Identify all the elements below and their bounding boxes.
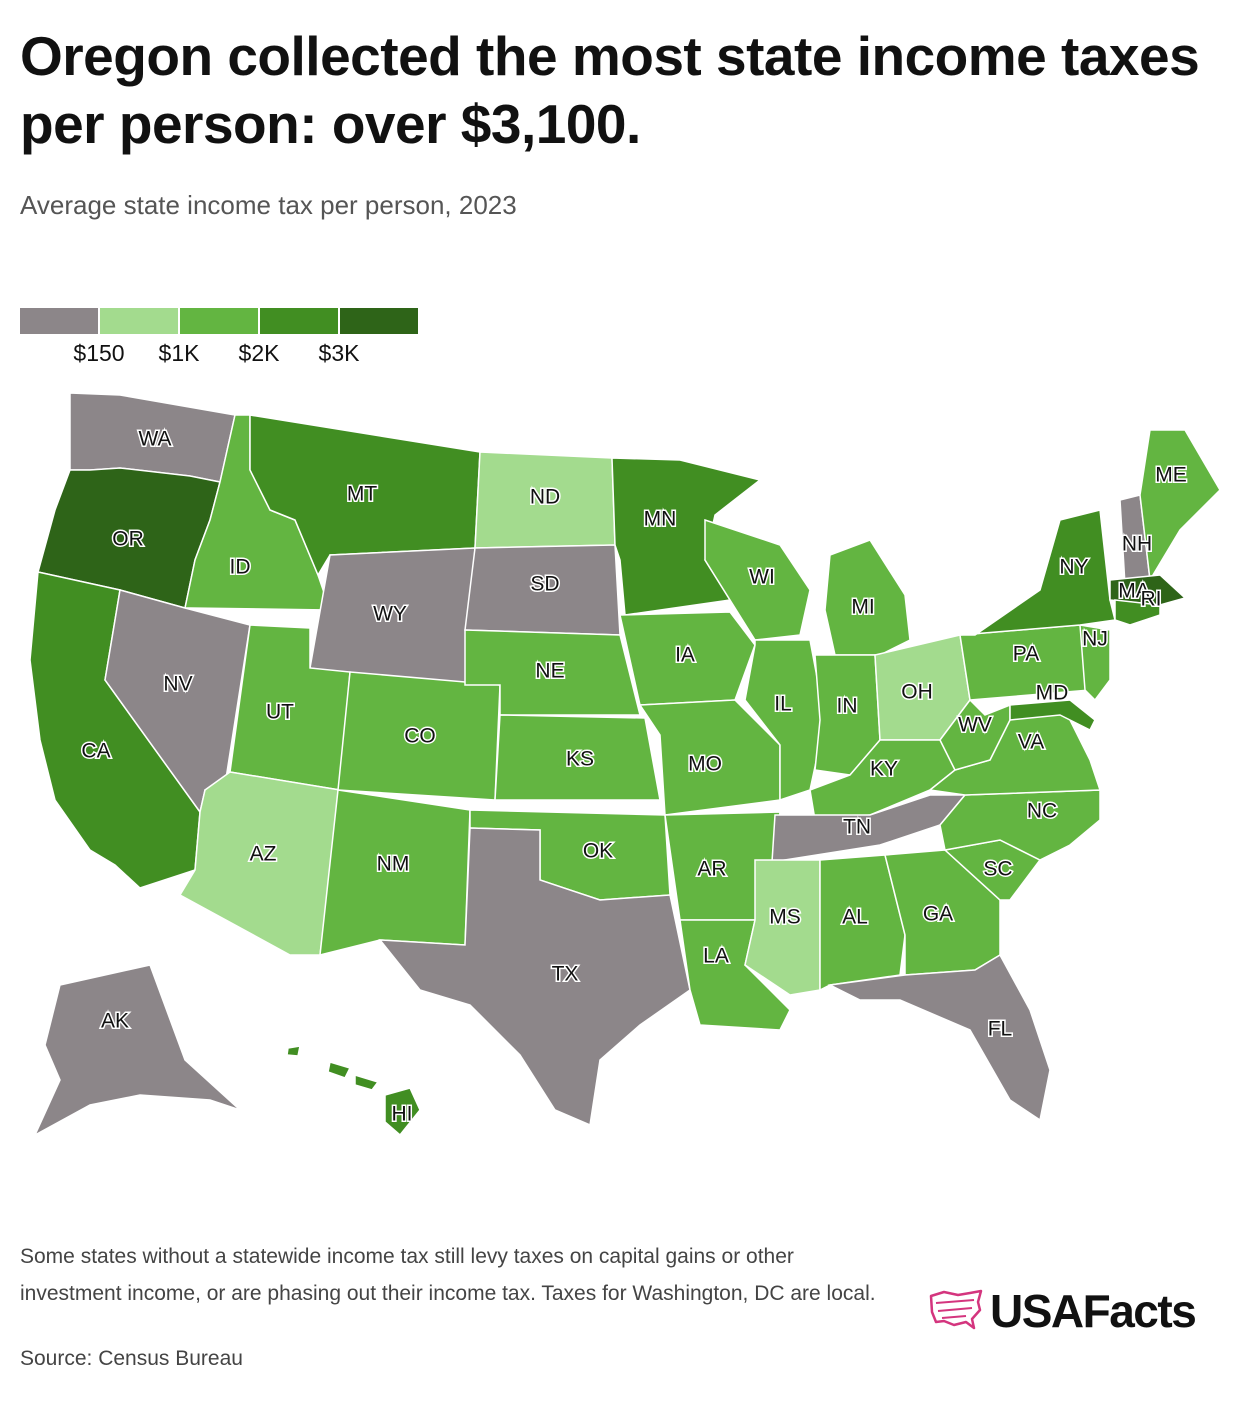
states-layer xyxy=(29,392,1221,1137)
state-label-hi: HI xyxy=(392,1103,413,1126)
state-hi xyxy=(286,1045,421,1137)
state-label-ky: KY xyxy=(870,758,898,781)
state-label-fl: FL xyxy=(988,1018,1013,1041)
color-legend: $150 $1K $2K $3K xyxy=(20,308,420,378)
state-label-ne: NE xyxy=(535,660,564,683)
state-ri xyxy=(1114,599,1161,626)
state-ny xyxy=(959,509,1116,636)
state-label-or: OR xyxy=(112,528,144,551)
state-label-mi: MI xyxy=(851,596,874,619)
state-label-wv: WV xyxy=(958,714,992,737)
state-label-nv: NV xyxy=(163,673,192,696)
state-fl xyxy=(827,953,1051,1122)
legend-swatch-0 xyxy=(20,308,98,334)
state-nj xyxy=(1079,624,1111,702)
state-mi xyxy=(824,539,911,656)
brand-name: USAFacts xyxy=(990,1285,1197,1337)
legend-swatch-2 xyxy=(180,308,258,334)
state-label-nd: ND xyxy=(530,486,560,509)
state-label-ks: KS xyxy=(566,748,594,771)
state-label-co: CO xyxy=(404,725,436,748)
legend-tick-150: $150 xyxy=(73,340,125,366)
chart-title: Oregon collected the most state income t… xyxy=(20,25,1200,155)
state-ia xyxy=(619,611,756,706)
state-label-tn: TN xyxy=(843,816,871,839)
state-ma xyxy=(1109,574,1187,606)
state-ks xyxy=(494,714,661,801)
state-label-ca: CA xyxy=(81,740,110,763)
us-choropleth-map: WA OR CA ID NV MT WY UT AZ CO NM ND SD NE KS OK TX MN IA MO… xyxy=(29,392,1221,1137)
state-label-wy: WY xyxy=(373,603,407,626)
state-label-pa: PA xyxy=(1013,643,1039,666)
state-label-ny: NY xyxy=(1059,556,1088,579)
state-label-ut: UT xyxy=(266,701,294,724)
state-label-nh: NH xyxy=(1122,533,1152,556)
state-label-in: IN xyxy=(837,695,858,718)
legend-swatch-1 xyxy=(100,308,178,334)
state-label-al: AL xyxy=(842,906,868,929)
state-md xyxy=(1009,699,1096,732)
state-label-ms: MS xyxy=(769,906,801,929)
state-label-me: ME xyxy=(1155,464,1187,487)
state-label-mo: MO xyxy=(688,753,722,776)
state-tx xyxy=(378,827,691,1127)
footnote: Some states without a statewide income t… xyxy=(20,1245,876,1305)
state-label-az: AZ xyxy=(250,843,277,866)
legend-tick-3k: $3K xyxy=(318,340,360,366)
state-label-nm: NM xyxy=(377,853,410,876)
chart-subtitle: Average state income tax per person, 202… xyxy=(20,190,517,220)
state-me xyxy=(1139,429,1221,583)
state-label-ar: AR xyxy=(697,858,726,881)
state-label-la: LA xyxy=(703,945,729,968)
state-label-ok: OK xyxy=(583,840,613,863)
state-ak xyxy=(33,964,241,1137)
state-il xyxy=(744,639,826,802)
state-label-mt: MT xyxy=(347,483,377,506)
legend-swatch-4 xyxy=(340,308,418,334)
state-wi xyxy=(704,518,811,641)
state-label-ga: GA xyxy=(923,903,953,926)
labels-layer: WA OR CA ID NV MT WY UT AZ CO NM ND SD NE KS OK TX MN IA MO… xyxy=(80,426,1188,1127)
state-label-mn: MN xyxy=(644,508,677,531)
state-label-wi: WI xyxy=(749,566,775,589)
brand-logo: USAFacts xyxy=(928,1282,1228,1342)
source-note: Source: Census Bureau xyxy=(20,1347,243,1370)
state-label-id: ID xyxy=(230,556,251,579)
legend-tick-1k: $1K xyxy=(158,340,200,366)
state-label-nc: NC xyxy=(1027,800,1057,823)
legend-tick-2k: $2K xyxy=(238,340,280,366)
state-label-sc: SC xyxy=(983,858,1012,881)
state-label-ak: AK xyxy=(101,1010,129,1033)
state-label-wa: WA xyxy=(138,428,171,451)
state-label-il: IL xyxy=(774,693,792,716)
state-label-tx: TX xyxy=(552,963,579,986)
state-label-oh: OH xyxy=(901,681,933,704)
legend-swatch-3 xyxy=(260,308,338,334)
state-label-nj: NJ xyxy=(1082,628,1108,651)
state-label-ma: MA xyxy=(1118,580,1150,603)
state-label-ia: IA xyxy=(675,644,695,667)
state-label-ri: RI xyxy=(1141,588,1162,611)
state-label-va: VA xyxy=(1018,731,1044,754)
state-label-md: MD xyxy=(1036,682,1069,705)
usa-map-logo-icon xyxy=(929,1289,983,1330)
state-label-sd: SD xyxy=(530,573,559,596)
